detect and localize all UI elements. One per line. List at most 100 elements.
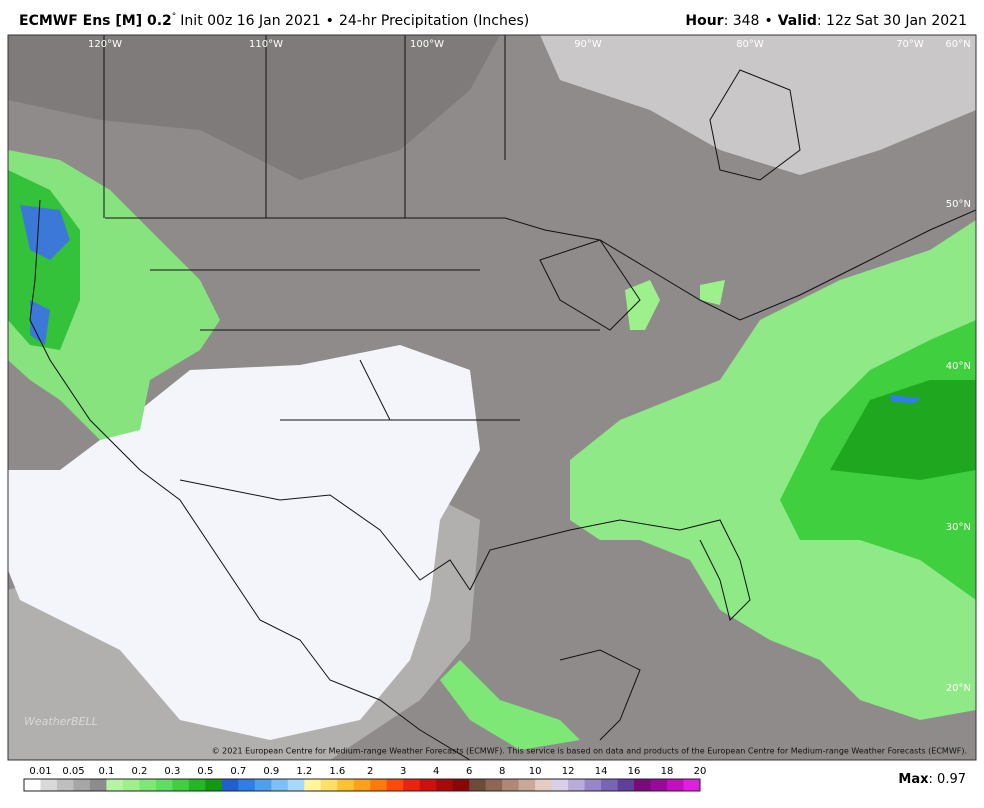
- colorbar-swatch: [106, 779, 124, 791]
- colorbar-label: 2: [367, 766, 373, 777]
- colorbar-swatch: [238, 779, 256, 791]
- dark-region: [8, 35, 500, 180]
- colorbar-swatch: [419, 779, 437, 791]
- watermark: WeatherBELL: [24, 715, 98, 728]
- colorbar-swatch: [271, 779, 289, 791]
- colorbar-label: 0.3: [164, 766, 180, 777]
- colorbar-swatch: [89, 779, 107, 791]
- lon-label: 110°W: [249, 39, 283, 50]
- title-sep: •: [326, 13, 334, 29]
- colorbar-swatch: [172, 779, 190, 791]
- colorbar-swatch: [469, 779, 487, 791]
- colorbar-label: 12: [562, 766, 575, 777]
- colorbar-swatch: [617, 779, 635, 791]
- colorbar-label: 0.1: [98, 766, 114, 777]
- header-right: Hour: 348 • Valid: 12z Sat 30 Jan 2021: [685, 13, 967, 29]
- colorbar-label: 18: [661, 766, 674, 777]
- colorbar-label: 0.01: [29, 766, 51, 777]
- colorbar-swatch: [518, 779, 536, 791]
- colorbar-label: 0.2: [131, 766, 147, 777]
- valid-value: : 12z Sat 30 Jan 2021: [817, 13, 967, 29]
- lon-label: 100°W: [410, 39, 444, 50]
- colorbar-label: 16: [628, 766, 641, 777]
- dry-region: [8, 345, 480, 740]
- colorbar-swatch: [122, 779, 140, 791]
- light-region: [540, 35, 976, 175]
- colorbar-swatch: [667, 779, 685, 791]
- colorbar-label: 4: [433, 766, 439, 777]
- colorbar-label: 1.2: [296, 766, 312, 777]
- colorbar-swatch: [403, 779, 421, 791]
- precip-south: [440, 660, 580, 750]
- colorbar-swatch: [254, 779, 272, 791]
- title-degree: °: [172, 12, 177, 22]
- lon-label: 70°W: [896, 39, 924, 50]
- precip-east: [570, 220, 976, 720]
- colorbar-swatch: [568, 779, 586, 791]
- colorbar-label: 6: [466, 766, 472, 777]
- hour-label: Hour: [685, 13, 723, 29]
- colorbar-swatch: [551, 779, 569, 791]
- colorbar: 0.01 0.05 0.1 0.2 0.3 0.5 0.7 0.9 1.2 1.6 2 3 4 6 8 10 1…: [23, 766, 707, 792]
- precip-lakes: [625, 280, 725, 330]
- precip-nw-max: [20, 205, 70, 345]
- colorbar-swatch: [304, 779, 322, 791]
- lat-labels: 50°N 40°N 30°N 20°N: [946, 199, 971, 694]
- max-label: Max: [898, 772, 929, 787]
- colorbar-swatch: [452, 779, 470, 791]
- max-text: Max: 0.97: [898, 772, 966, 787]
- colorbar-swatch: [24, 779, 41, 791]
- lat-label: 40°N: [946, 361, 971, 372]
- colorbar-swatch: [353, 779, 371, 791]
- lat-label: 30°N: [946, 522, 971, 533]
- colorbar-label: 1.6: [329, 766, 345, 777]
- colorbar-swatch: [683, 779, 701, 791]
- colorbar-swatch: [320, 779, 338, 791]
- colorbar-swatch: [56, 779, 74, 791]
- copyright: © 2021 European Centre for Medium-range …: [212, 747, 967, 756]
- colorbar-swatch: [139, 779, 157, 791]
- colorbar-swatch: [601, 779, 619, 791]
- colorbar-label: 0.9: [263, 766, 279, 777]
- colorbar-swatch: [155, 779, 173, 791]
- colorbar-swatch: [634, 779, 652, 791]
- colorbar-swatch: [436, 779, 454, 791]
- precip-east-blue: [890, 395, 920, 403]
- colorbar-swatch: [337, 779, 355, 791]
- hour-value: : 348: [724, 13, 760, 29]
- valid-label: Valid: [778, 13, 817, 29]
- colorbar-label: 0.7: [230, 766, 246, 777]
- colorbar-swatch: [650, 779, 668, 791]
- colorbar-swatch: [535, 779, 553, 791]
- colorbar-swatch: [73, 779, 91, 791]
- colorbar-label: 0.05: [62, 766, 84, 777]
- colorbar-label: 8: [499, 766, 505, 777]
- colorbar-swatch: [221, 779, 239, 791]
- colorbar-swatch: [584, 779, 602, 791]
- colorbar-label: 3: [400, 766, 406, 777]
- colorbar-swatch: [502, 779, 520, 791]
- colorbar-swatch: [386, 779, 404, 791]
- lat-label: 20°N: [946, 683, 971, 694]
- colorbar-swatch: [287, 779, 305, 791]
- lat-label: 50°N: [946, 199, 971, 210]
- colorbar-swatch: [188, 779, 206, 791]
- lon-label: 120°W: [88, 39, 122, 50]
- colorbar-swatch: [40, 779, 58, 791]
- map-frame: [7, 34, 977, 761]
- lon-label: 60°N: [945, 39, 970, 50]
- header-left: ECMWF Ens [M] 0.2° Init 00z 16 Jan 2021 • 2…: [19, 12, 529, 30]
- valid-sep: •: [764, 13, 772, 29]
- colorbar-label: 14: [595, 766, 608, 777]
- colorbar-label: 0.5: [197, 766, 213, 777]
- colorbar-label: 20: [694, 766, 707, 777]
- precip-east-max: [830, 380, 976, 480]
- max-value: : 0.97: [929, 772, 966, 787]
- lon-label: 90°W: [574, 39, 602, 50]
- lon-label: 80°W: [736, 39, 764, 50]
- map: 120°W 110°W 100°W 90°W 80°W 70°W 60°N 50°N 40°N…: [7, 34, 977, 761]
- colorbar-swatch: [370, 779, 388, 791]
- title-field: 24-hr Precipitation (Inches): [339, 13, 529, 29]
- colorbar-label: 10: [529, 766, 542, 777]
